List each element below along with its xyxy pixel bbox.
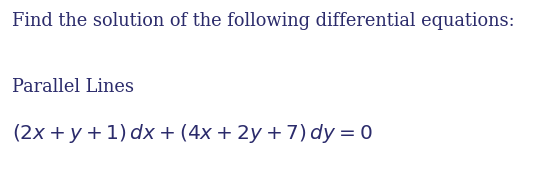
Text: Parallel Lines: Parallel Lines — [12, 78, 134, 96]
Text: $(2x + y + 1)\,dx + (4x + 2y + 7)\,dy = 0$: $(2x + y + 1)\,dx + (4x + 2y + 7)\,dy = … — [12, 122, 373, 145]
Text: Find the solution of the following differential equations:: Find the solution of the following diffe… — [12, 12, 514, 30]
